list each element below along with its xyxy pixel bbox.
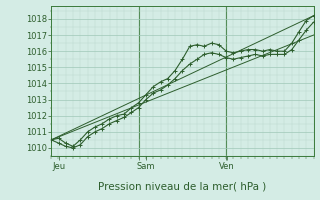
X-axis label: Pression niveau de la mer( hPa ): Pression niveau de la mer( hPa ) — [98, 182, 267, 192]
